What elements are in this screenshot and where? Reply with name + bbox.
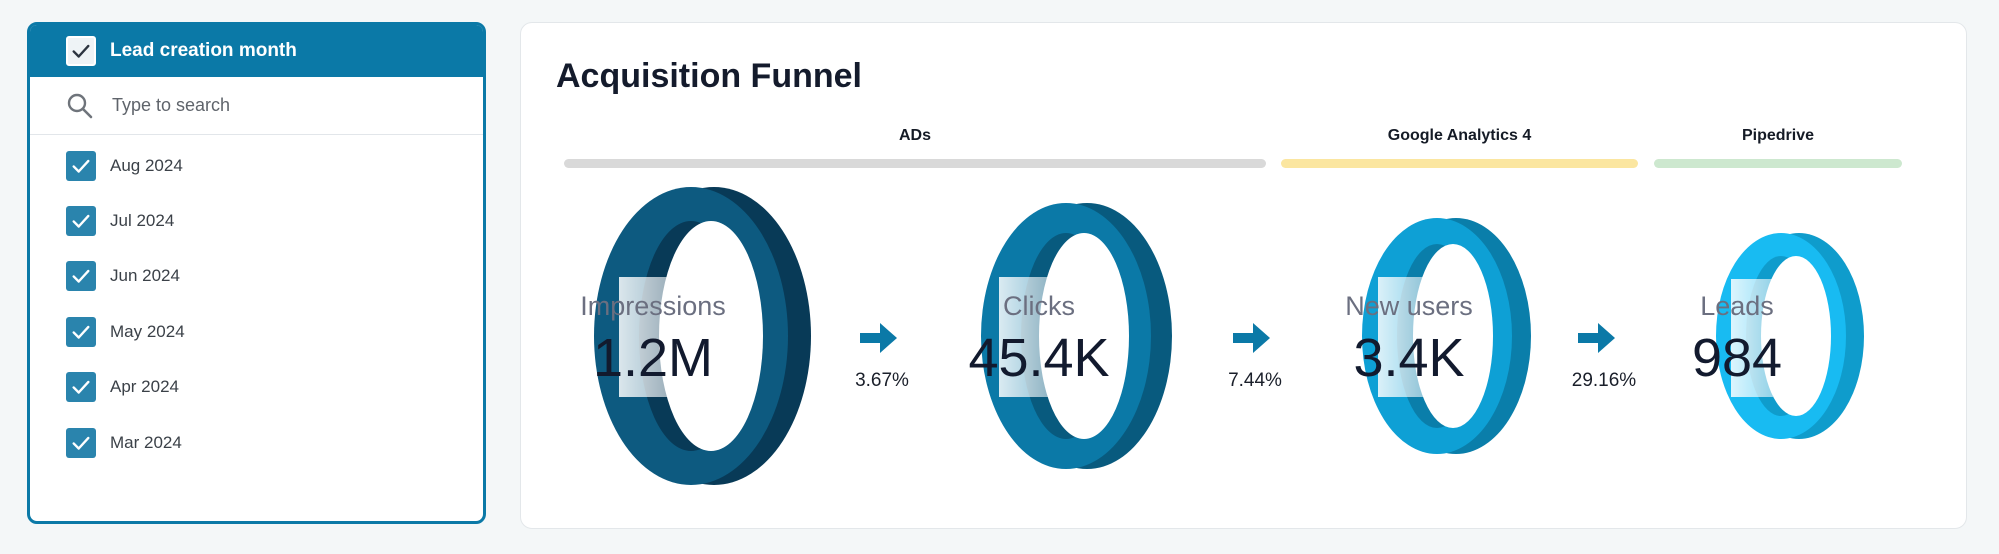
source-bar bbox=[1281, 159, 1638, 168]
source-google-analytics: Google Analytics 4 bbox=[1281, 127, 1638, 168]
stage-ring bbox=[594, 187, 811, 485]
lead-month-filter-panel: Lead creation month Aug 2024 Jul 2024 Ju… bbox=[27, 22, 486, 524]
option-checkbox[interactable] bbox=[66, 427, 96, 458]
filter-search-row bbox=[30, 77, 483, 135]
arrow-right-icon bbox=[1233, 323, 1270, 353]
source-bar bbox=[564, 159, 1266, 168]
option-label: Aug 2024 bbox=[110, 155, 183, 175]
option-label: Jul 2024 bbox=[110, 211, 175, 231]
check-icon bbox=[72, 270, 90, 284]
option-label: Jun 2024 bbox=[110, 266, 180, 286]
filter-option[interactable]: Jul 2024 bbox=[30, 193, 483, 248]
select-all-checkbox[interactable] bbox=[66, 36, 96, 66]
filter-option[interactable]: Mar 2024 bbox=[30, 415, 483, 470]
option-label: Mar 2024 bbox=[110, 432, 182, 452]
stage-value: 1.2M bbox=[593, 328, 713, 388]
option-checkbox[interactable] bbox=[66, 261, 96, 292]
check-icon bbox=[72, 325, 90, 339]
conversion-rate: 3.67% bbox=[855, 370, 909, 391]
stage-label: Leads bbox=[1700, 291, 1774, 321]
option-checkbox[interactable] bbox=[66, 206, 96, 237]
funnel-stage-impressions: Impressions 1.2M bbox=[580, 187, 811, 485]
search-icon bbox=[67, 93, 93, 118]
stage-ring bbox=[1362, 218, 1531, 454]
source-label: ADs bbox=[898, 127, 931, 144]
source-bar bbox=[1654, 159, 1902, 168]
source-label: Google Analytics 4 bbox=[1387, 127, 1532, 144]
arrow-right-icon bbox=[860, 323, 897, 353]
funnel-graphic: Impressions 1.2M Clicks 45.4K bbox=[580, 187, 1864, 485]
stage-label: Impressions bbox=[580, 291, 726, 321]
stage-ring bbox=[1716, 233, 1864, 439]
stage-ring bbox=[981, 203, 1172, 469]
stage-value: 45.4K bbox=[968, 328, 1109, 388]
filter-option[interactable]: Apr 2024 bbox=[30, 360, 483, 415]
conversion-step-2: 7.44% bbox=[1228, 323, 1282, 391]
acquisition-funnel-card: Acquisition Funnel ADs Google Analytics … bbox=[520, 22, 1967, 529]
conversion-step-3: 29.16% bbox=[1572, 323, 1637, 391]
conversion-rate: 29.16% bbox=[1572, 370, 1637, 391]
source-pipedrive: Pipedrive bbox=[1654, 127, 1902, 168]
funnel-stage-clicks: Clicks 45.4K bbox=[968, 203, 1172, 469]
filter-option[interactable]: Aug 2024 bbox=[30, 138, 483, 193]
source-ads: ADs bbox=[564, 127, 1266, 168]
option-label: May 2024 bbox=[110, 321, 185, 341]
option-checkbox[interactable] bbox=[66, 150, 96, 181]
arrow-right-icon bbox=[1578, 323, 1615, 353]
filter-search-input[interactable] bbox=[110, 94, 414, 117]
funnel-stage-new-users: New users 3.4K bbox=[1345, 218, 1531, 454]
option-label: Apr 2024 bbox=[110, 377, 179, 397]
filter-option[interactable]: Jun 2024 bbox=[30, 249, 483, 304]
check-icon bbox=[72, 381, 90, 394]
filter-header[interactable]: Lead creation month bbox=[30, 25, 483, 77]
filter-option-list: Aug 2024 Jul 2024 Jun 2024 May 2024 Apr … bbox=[30, 138, 483, 470]
check-icon bbox=[72, 44, 90, 58]
funnel-stage-leads: Leads 984 bbox=[1692, 233, 1864, 439]
option-checkbox[interactable] bbox=[66, 316, 96, 347]
stage-label: New users bbox=[1345, 291, 1473, 321]
stage-value: 984 bbox=[1692, 328, 1782, 388]
filter-title: Lead creation month bbox=[110, 40, 297, 61]
funnel-title: Acquisition Funnel bbox=[556, 57, 862, 95]
option-checkbox[interactable] bbox=[66, 372, 96, 403]
check-icon bbox=[72, 436, 90, 450]
check-icon bbox=[72, 159, 90, 173]
stage-value: 3.4K bbox=[1353, 328, 1464, 388]
conversion-rate: 7.44% bbox=[1228, 370, 1282, 391]
check-icon bbox=[72, 214, 90, 228]
source-label: Pipedrive bbox=[1741, 127, 1815, 144]
filter-option[interactable]: May 2024 bbox=[30, 304, 483, 359]
stage-label: Clicks bbox=[1003, 291, 1075, 321]
conversion-step-1: 3.67% bbox=[855, 323, 909, 391]
